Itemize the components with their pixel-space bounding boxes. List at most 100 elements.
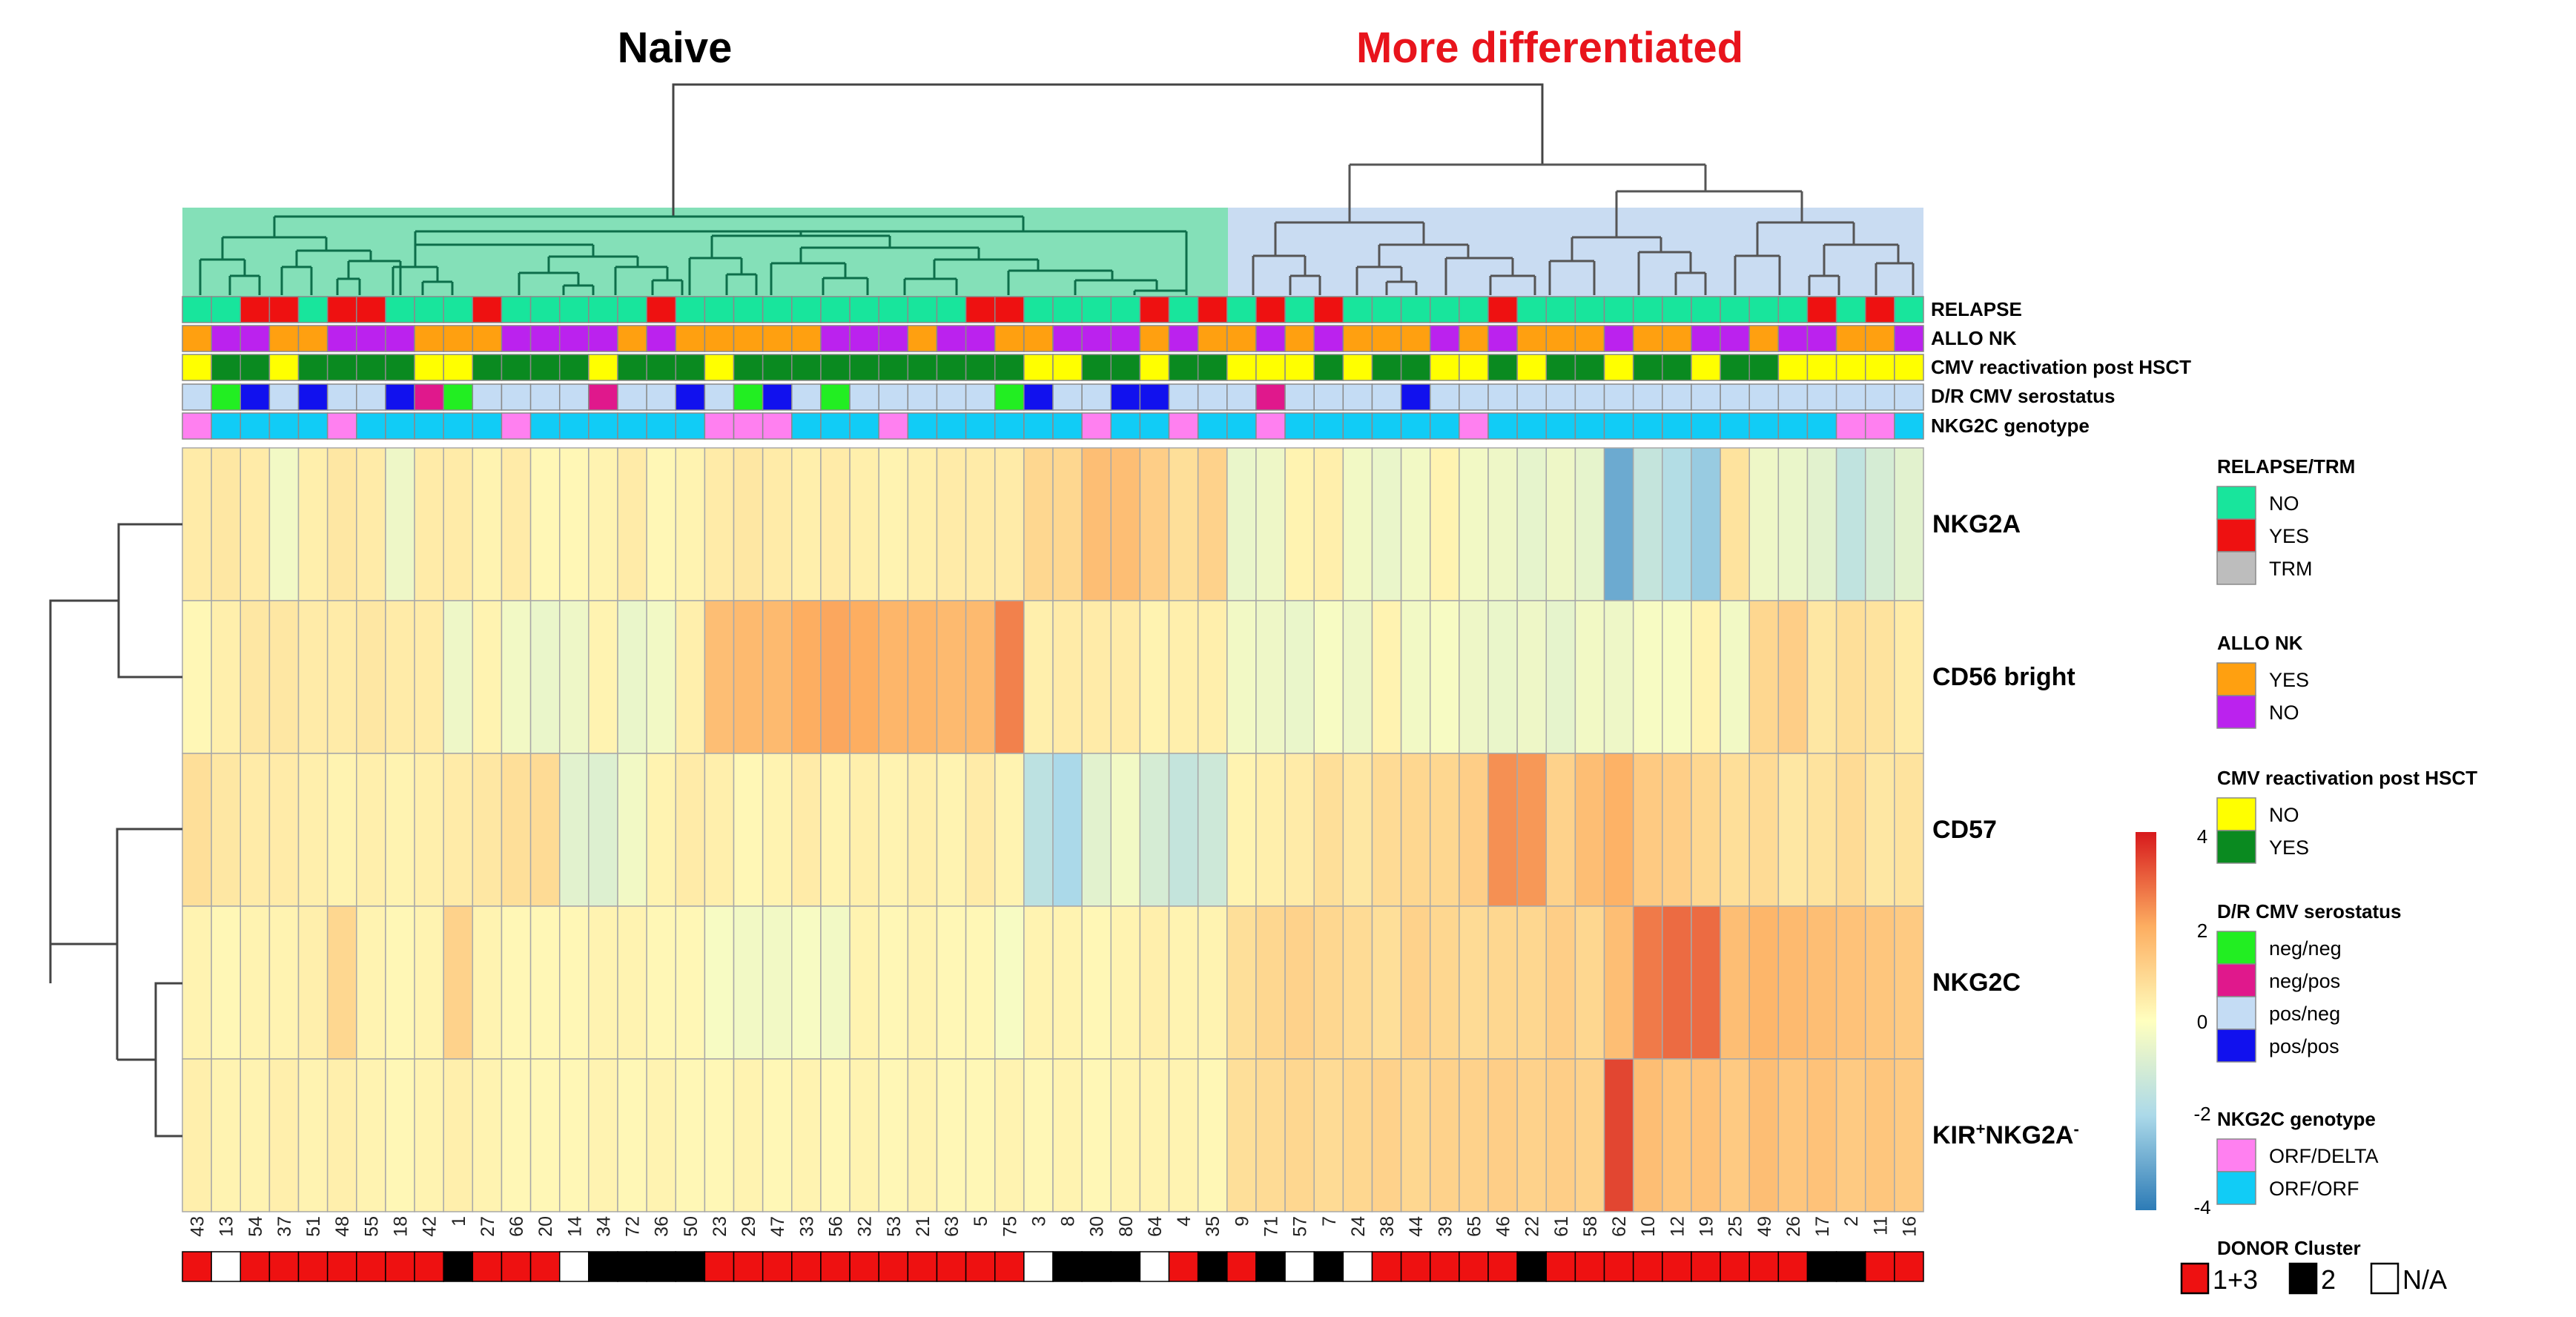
cluster-naive-band bbox=[182, 208, 1228, 297]
heatmap-cell bbox=[297, 447, 328, 601]
heatmap-cell bbox=[588, 753, 618, 907]
annotation-cell bbox=[1081, 325, 1112, 352]
annotation-cell bbox=[1284, 354, 1315, 381]
heatmap-cell bbox=[965, 600, 996, 754]
donor-cluster-cell bbox=[211, 1251, 242, 1282]
annotation-cell bbox=[1081, 412, 1112, 440]
annotation-cell bbox=[1429, 412, 1460, 440]
heatmap-cell bbox=[617, 447, 647, 601]
annotation-cell bbox=[1342, 354, 1373, 381]
annotation-cell bbox=[1662, 325, 1692, 352]
annotation-cell bbox=[1894, 296, 1924, 323]
annotation-cell bbox=[1632, 354, 1663, 381]
legend-item-label: pos/neg bbox=[2269, 1003, 2340, 1025]
annotation-cell bbox=[1516, 325, 1548, 352]
color-scale-tick: 2 bbox=[2197, 920, 2207, 942]
legend-swatch bbox=[2216, 662, 2256, 696]
heatmap-cell bbox=[675, 753, 706, 907]
heatmap-cell bbox=[1487, 600, 1518, 754]
annotation-cell bbox=[617, 412, 647, 440]
heatmap-cell bbox=[268, 447, 300, 601]
annotation-cell bbox=[472, 354, 503, 381]
annotation-cell bbox=[1806, 325, 1837, 352]
annotation-cell bbox=[1574, 296, 1605, 323]
annotation-cell bbox=[1806, 412, 1837, 440]
annotation-labels: RELAPSE ALLO NK CMV reactivation post HS… bbox=[1931, 298, 2191, 437]
heatmap-cell bbox=[443, 753, 474, 907]
annotation-cell bbox=[529, 383, 561, 411]
legend-title: NKG2C genotype bbox=[2217, 1108, 2376, 1130]
annotation-cell bbox=[936, 383, 967, 411]
heatmap-cell bbox=[1894, 1058, 1924, 1212]
annotation-cell bbox=[733, 354, 764, 381]
annotation-cell bbox=[1691, 354, 1721, 381]
annotation-cell bbox=[1110, 412, 1141, 440]
annotation-cell bbox=[1429, 354, 1460, 381]
heatmap-cell bbox=[849, 1058, 879, 1212]
annotation-cell bbox=[965, 412, 996, 440]
annotation-cell bbox=[240, 354, 271, 381]
heatmap-cell bbox=[558, 905, 589, 1060]
heatmap-cell bbox=[1894, 447, 1924, 601]
annotation-cell bbox=[1662, 383, 1692, 411]
donor-cluster-cell bbox=[1662, 1251, 1692, 1282]
heatmap-cell bbox=[529, 753, 561, 907]
heatmap-cell bbox=[1139, 600, 1170, 754]
heatmap-cell bbox=[1459, 447, 1489, 601]
annotation-cell bbox=[1400, 325, 1431, 352]
donor-cluster-cell bbox=[617, 1251, 647, 1282]
heatmap-cell bbox=[1429, 753, 1460, 907]
heatmap-cell bbox=[1835, 600, 1866, 754]
annotation-cell bbox=[558, 354, 589, 381]
annotation-cell bbox=[1864, 412, 1895, 440]
heatmap-cell bbox=[994, 447, 1025, 601]
heatmap-cell bbox=[1806, 1058, 1837, 1212]
heatmap-cell bbox=[1894, 905, 1924, 1060]
legend-swatch bbox=[2216, 797, 2256, 831]
annotation-cell bbox=[849, 325, 879, 352]
legend-swatch bbox=[2370, 1262, 2400, 1295]
heatmap-cell bbox=[211, 447, 242, 601]
heatmap-cell bbox=[1226, 905, 1257, 1060]
heatmap-cell bbox=[1720, 1058, 1750, 1212]
annotation-cell bbox=[1864, 354, 1895, 381]
heatmap-cell bbox=[907, 447, 938, 601]
annotation-cell bbox=[1139, 325, 1170, 352]
annotation-label-allo-nk: ALLO NK bbox=[1931, 327, 2017, 349]
sample-id-label: 50 bbox=[681, 1216, 701, 1237]
heatmap-cell bbox=[1052, 905, 1083, 1060]
sample-id-label: 46 bbox=[1493, 1216, 1514, 1237]
heatmap-cell bbox=[849, 600, 879, 754]
annotation-cell bbox=[1748, 412, 1780, 440]
annotation-cell bbox=[1284, 325, 1315, 352]
annotation-cell bbox=[443, 412, 474, 440]
annotation-cell bbox=[704, 354, 735, 381]
heatmap-cell bbox=[356, 753, 386, 907]
donor-cluster-cell bbox=[1226, 1251, 1257, 1282]
legends: RELAPSE/TRM NO YES TRM ALLO NK YES NO CMV react… bbox=[2180, 455, 2477, 1295]
annotation-cell bbox=[588, 412, 618, 440]
annotation-cell bbox=[1662, 296, 1692, 323]
annotation-cell bbox=[820, 383, 851, 411]
annotation-cell bbox=[791, 412, 822, 440]
heatmap-cell bbox=[558, 753, 589, 907]
heatmap-cell bbox=[1400, 753, 1431, 907]
sample-id-label: 51 bbox=[303, 1216, 324, 1237]
annotation-cell bbox=[936, 296, 967, 323]
annotation-cell bbox=[529, 412, 561, 440]
heatmap-cell bbox=[1806, 447, 1837, 601]
donor-cluster-cell bbox=[1487, 1251, 1518, 1282]
heatmap-cell bbox=[501, 905, 532, 1060]
heatmap-cell bbox=[878, 600, 909, 754]
heatmap-cell bbox=[704, 905, 735, 1060]
heatmap-cell bbox=[268, 753, 300, 907]
annotation-cell bbox=[1226, 383, 1257, 411]
heatmap-cell bbox=[1110, 1058, 1141, 1212]
heatmap-cell bbox=[1487, 1058, 1518, 1212]
annotation-cell bbox=[1023, 325, 1054, 352]
row-label-kir-nkg2a: KIR+NKG2A- bbox=[1932, 1120, 2079, 1150]
heatmap-cell bbox=[1864, 600, 1895, 754]
annotation-cell bbox=[1023, 296, 1054, 323]
heatmap-cell bbox=[1371, 905, 1402, 1060]
donor-cluster-cell bbox=[965, 1251, 996, 1282]
